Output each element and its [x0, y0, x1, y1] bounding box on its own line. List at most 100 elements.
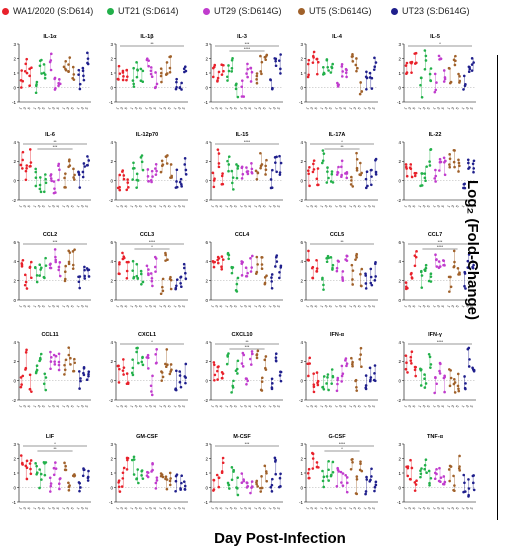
- data-point: [255, 353, 259, 357]
- data-point: [29, 459, 33, 462]
- y-tick-label: -1: [109, 500, 113, 505]
- y-tick-label: 0: [110, 298, 113, 303]
- data-point: [159, 170, 163, 174]
- x-tick-label: 3: [324, 404, 328, 408]
- data-point: [226, 75, 229, 79]
- data-point: [139, 67, 143, 71]
- data-point: [409, 359, 413, 362]
- x-tick-label: 3: [37, 204, 41, 208]
- data-point: [49, 350, 52, 354]
- data-point: [442, 156, 446, 160]
- data-point: [117, 78, 120, 81]
- x-tick-label: 5: [343, 506, 347, 510]
- data-point: [28, 266, 32, 269]
- x-tick-label: 5: [343, 304, 347, 308]
- panel-title: CCL4: [235, 232, 250, 238]
- x-tick-label: 1: [403, 106, 407, 110]
- data-point: [220, 471, 224, 475]
- data-point: [184, 271, 187, 275]
- x-tick-label: 3: [436, 506, 440, 510]
- data-point: [121, 477, 125, 480]
- y-tick-label: 2: [300, 456, 303, 461]
- data-point: [410, 175, 414, 179]
- data-point: [250, 70, 254, 74]
- data-point: [52, 466, 56, 470]
- data-point: [67, 260, 71, 264]
- data-point: [364, 75, 368, 79]
- data-point: [68, 56, 72, 59]
- data-point: [149, 69, 153, 73]
- data-point: [30, 390, 33, 393]
- data-point: [151, 462, 154, 466]
- panel-title: CCL7: [428, 232, 442, 238]
- data-point: [471, 474, 475, 478]
- data-point: [255, 270, 259, 274]
- data-point: [38, 263, 42, 267]
- data-point: [79, 486, 82, 489]
- x-tick-label: 3: [324, 304, 328, 308]
- x-tick-label: 5: [27, 106, 31, 110]
- data-point: [183, 488, 187, 491]
- data-point: [321, 161, 324, 165]
- data-point: [234, 87, 238, 91]
- x-tick-label: 3: [148, 506, 152, 510]
- data-point: [415, 250, 418, 253]
- data-point: [159, 74, 163, 78]
- legend-label: UT5 (S:D614G): [309, 6, 372, 16]
- data-point: [308, 165, 311, 169]
- x-tick-label: 5: [343, 106, 347, 110]
- data-point: [57, 268, 61, 272]
- significance-label: ***: [245, 344, 250, 349]
- data-point: [166, 363, 169, 367]
- data-point: [263, 55, 267, 59]
- data-point: [63, 363, 66, 367]
- y-tick-label: 2: [300, 159, 303, 164]
- data-point: [39, 190, 43, 194]
- data-point: [274, 460, 277, 463]
- x-tick-label: 5: [27, 404, 31, 408]
- significance-label: *: [54, 441, 56, 446]
- data-point: [248, 357, 252, 361]
- data-point: [249, 270, 253, 273]
- data-point: [149, 72, 153, 76]
- x-tick-label: 5: [372, 404, 376, 408]
- y-tick-label: 0: [13, 85, 16, 90]
- data-point: [221, 456, 225, 460]
- data-point: [250, 266, 254, 269]
- data-point: [255, 255, 259, 259]
- data-point: [435, 265, 439, 268]
- data-point: [38, 486, 41, 490]
- x-tick-label: 5: [412, 204, 416, 208]
- x-tick-label: 5: [219, 506, 223, 510]
- y-tick-label: -2: [299, 398, 303, 403]
- data-point: [466, 158, 470, 162]
- x-tick-label: 5: [470, 304, 474, 308]
- x-tick-label: 1: [447, 204, 451, 208]
- data-point: [241, 365, 245, 368]
- y-tick-label: 6: [398, 240, 401, 245]
- data-point: [230, 266, 234, 270]
- x-tick-label: 1: [363, 506, 367, 510]
- data-point: [365, 170, 369, 174]
- data-point: [222, 63, 225, 67]
- data-point: [169, 176, 172, 179]
- x-tick-label: 5: [357, 506, 361, 510]
- significance-label: ***: [53, 239, 58, 244]
- data-point: [231, 176, 235, 179]
- x-tick-label: 1: [418, 404, 422, 408]
- x-tick-label: 5: [470, 204, 474, 208]
- data-point: [125, 468, 129, 471]
- y-tick-label: -1: [109, 100, 113, 105]
- x-tick-label: 5: [27, 304, 31, 308]
- data-point: [351, 364, 354, 368]
- y-tick-label: -2: [109, 198, 113, 203]
- data-point: [147, 64, 150, 68]
- x-tick-label: 3: [408, 304, 412, 308]
- data-point: [448, 67, 451, 70]
- data-point: [49, 482, 53, 485]
- data-point: [220, 255, 224, 258]
- y-tick-label: -1: [204, 500, 208, 505]
- data-point: [321, 277, 324, 281]
- data-point: [63, 176, 66, 180]
